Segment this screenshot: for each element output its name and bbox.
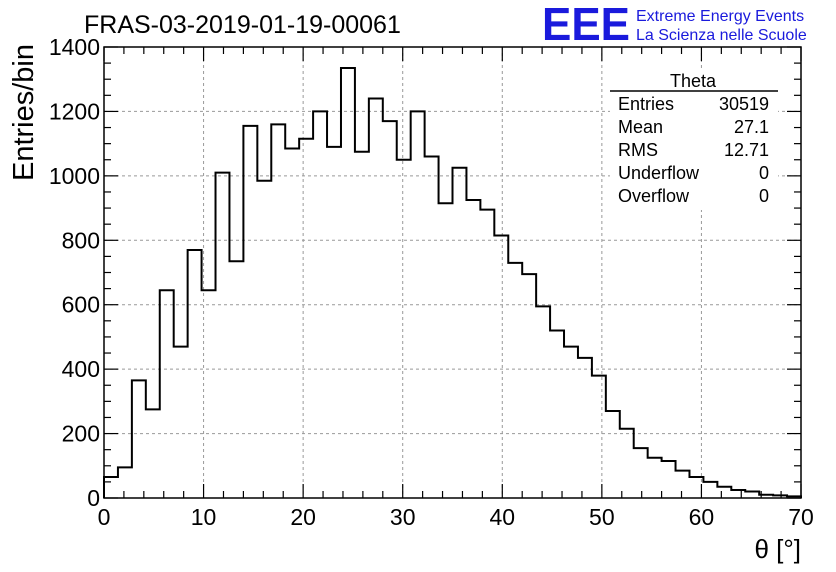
- histogram-bin: [480, 210, 494, 498]
- y-tick-label: 200: [62, 421, 100, 447]
- x-tick-label: 40: [489, 504, 515, 530]
- histogram-bin: [104, 477, 118, 498]
- histogram-bin: [132, 380, 146, 498]
- logo-line-2: La Scienza nelle Scuole: [636, 27, 807, 44]
- histogram-bin: [271, 124, 285, 498]
- plot-frame: [103, 46, 802, 499]
- x-tick-label: 30: [390, 504, 416, 530]
- histogram-bin: [397, 160, 411, 498]
- histogram-bin: [383, 121, 397, 498]
- x-tick-label: 10: [191, 504, 217, 530]
- histogram-bin: [285, 148, 299, 498]
- stats-box-title: Theta: [670, 71, 717, 91]
- x-tick-label: 50: [589, 504, 615, 530]
- histogram-bin: [327, 147, 341, 498]
- logo-line-1: Extreme Energy Events: [636, 8, 804, 25]
- histogram-bin: [592, 376, 606, 498]
- histogram-bin: [717, 487, 731, 498]
- histogram-bin: [243, 126, 257, 498]
- histogram-bin: [160, 290, 174, 498]
- histogram-bin: [369, 99, 383, 498]
- x-tick-label: 60: [689, 504, 715, 530]
- histogram-bin: [188, 250, 202, 498]
- chart-title: FRAS-03-2019-01-19-00061: [84, 11, 401, 39]
- stats-label-overflow: Overflow: [618, 186, 690, 206]
- histogram-bin: [118, 467, 132, 498]
- histogram-bin: [508, 263, 522, 498]
- histogram-bin: [453, 168, 467, 498]
- stats-value-overflow: 0: [759, 186, 769, 206]
- histogram-bin: [229, 261, 243, 498]
- stats-label-underflow: Underflow: [618, 163, 700, 183]
- histogram-bin: [216, 173, 230, 498]
- histogram-bin: [466, 200, 480, 498]
- x-axis-label: θ [°]: [754, 534, 801, 564]
- y-tick-label: 600: [62, 292, 100, 318]
- histogram-bin: [439, 203, 453, 498]
- x-tick-label: 0: [98, 504, 111, 530]
- histogram-outline: [103, 66, 802, 498]
- y-tick-label: 800: [62, 227, 100, 253]
- histogram-bin: [174, 347, 188, 498]
- stats-box: Theta Entries 30519 Mean 27.1 RMS 12.71 …: [610, 70, 778, 210]
- histogram-bin: [536, 306, 550, 498]
- histogram-bin: [662, 461, 676, 498]
- histogram-bin: [634, 448, 648, 498]
- y-axis-label: Entries/bin: [8, 44, 40, 181]
- y-tick-label: 1400: [49, 34, 100, 60]
- y-tick-label: 1200: [49, 98, 100, 124]
- stats-label-mean: Mean: [618, 117, 663, 137]
- histogram-bin: [355, 152, 369, 498]
- y-tick-label: 0: [87, 485, 100, 511]
- histogram-bin: [257, 181, 271, 498]
- histogram-bin: [202, 290, 216, 498]
- stats-value-underflow: 0: [759, 163, 769, 183]
- histogram-bin: [620, 429, 634, 498]
- histogram-bin: [578, 358, 592, 498]
- x-tick-labels: 0 10 20 30 40 50 60 70: [98, 504, 814, 530]
- histogram-bin: [425, 157, 439, 498]
- histogram-bin: [522, 274, 536, 498]
- y-tick-label: 400: [62, 356, 100, 382]
- histogram-bin: [676, 471, 690, 498]
- y-tick-labels: 0 200 400 600 800 1000 1200 1400: [49, 34, 100, 511]
- histogram-bin: [494, 235, 508, 498]
- x-tick-label: 70: [788, 504, 814, 530]
- stats-value-rms: 12.71: [724, 140, 769, 160]
- y-tick-label: 1000: [49, 163, 100, 189]
- histogram-bin: [550, 330, 564, 498]
- histogram-bin: [146, 409, 160, 498]
- eee-logo-mark: EEE: [542, 0, 630, 50]
- histogram-bin: [648, 458, 662, 498]
- histogram-bin: [731, 490, 745, 498]
- stats-value-entries: 30519: [719, 94, 769, 114]
- stats-label-rms: RMS: [618, 140, 658, 160]
- x-tick-label: 20: [290, 504, 316, 530]
- stats-value-mean: 27.1: [734, 117, 769, 137]
- stats-box-background: [610, 70, 778, 210]
- histogram-bin: [606, 411, 620, 498]
- histogram-bin: [299, 139, 313, 498]
- stats-label-entries: Entries: [618, 94, 674, 114]
- histogram-bin: [703, 482, 717, 498]
